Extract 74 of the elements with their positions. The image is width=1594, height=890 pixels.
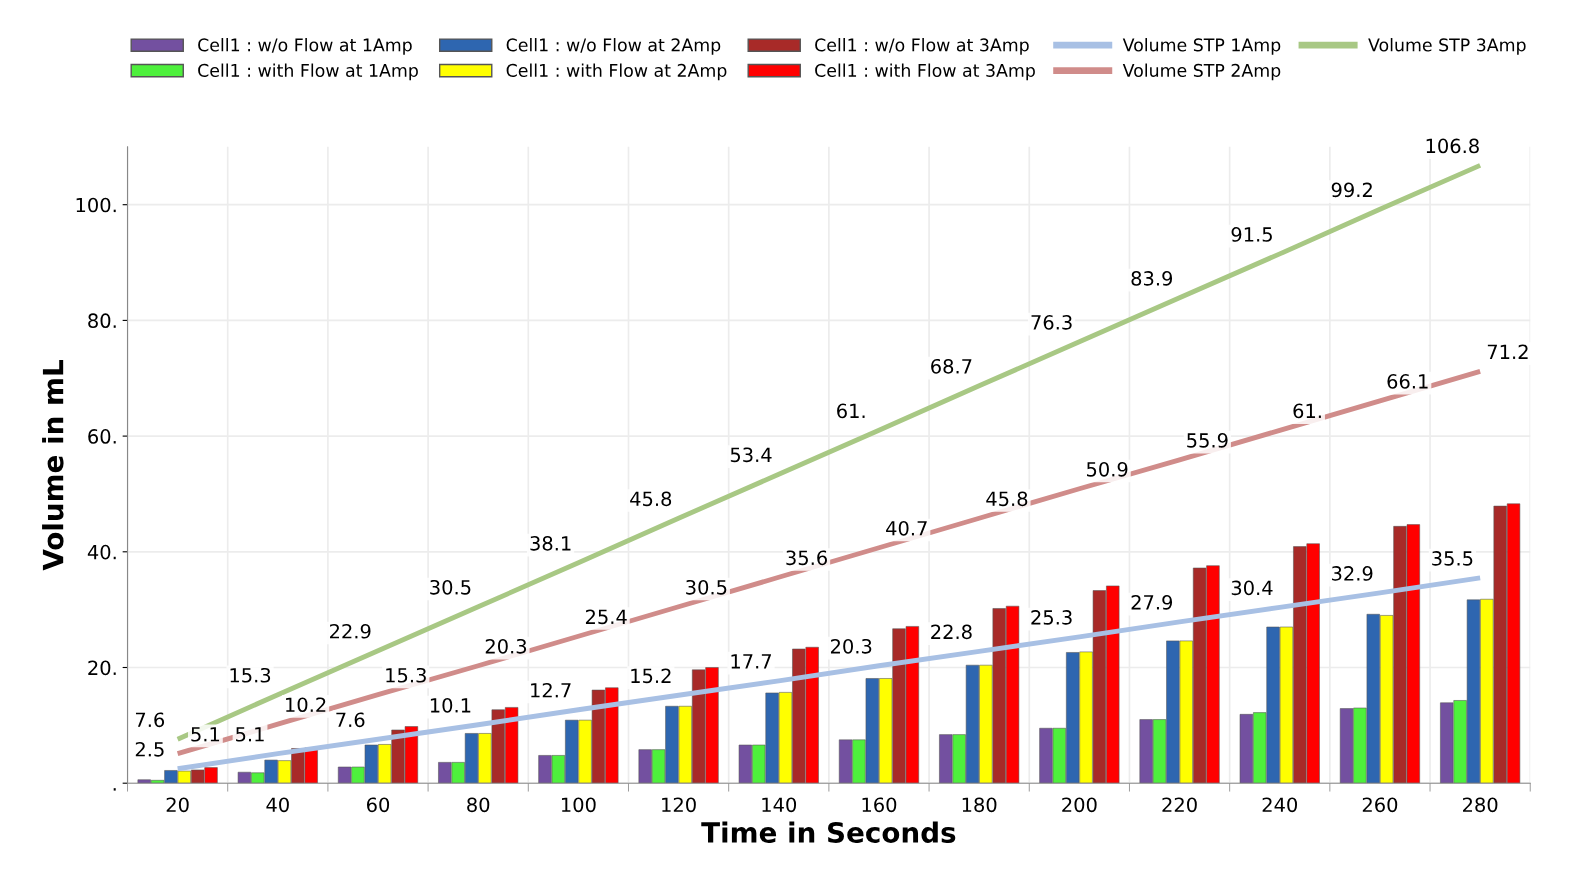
legend-label: Cell1 : with Flow at 3Amp bbox=[815, 63, 1035, 81]
data-label: 27.9 bbox=[1131, 594, 1173, 610]
x-tick-label: 220 bbox=[1162, 797, 1197, 813]
x-tick-label: 280 bbox=[1463, 797, 1498, 813]
data-label: 76.3 bbox=[1031, 315, 1072, 330]
x-tick-label: 100 bbox=[561, 797, 596, 813]
data-label: 83.9 bbox=[1131, 271, 1173, 286]
data-label: 45.8 bbox=[986, 491, 1028, 507]
legend-label: Volume STP 3Amp bbox=[1368, 38, 1526, 55]
data-label: 30.4 bbox=[1231, 580, 1273, 596]
x-tick-label: 120 bbox=[662, 797, 696, 813]
x-tick-label: 140 bbox=[762, 797, 797, 813]
data-label: 32.9 bbox=[1332, 566, 1373, 581]
data-label: 7.6 bbox=[336, 712, 365, 728]
y-tick-label: 40. bbox=[87, 544, 116, 560]
legend-label: Cell1 : w/o Flow at 2Amp bbox=[506, 38, 721, 55]
x-tick-label: 260 bbox=[1362, 797, 1398, 813]
data-label: 40.7 bbox=[886, 520, 927, 536]
data-label: 71.2 bbox=[1487, 344, 1528, 359]
x-tick-label: 180 bbox=[962, 797, 997, 813]
data-label: 20.3 bbox=[830, 638, 872, 654]
data-label: 30.5 bbox=[430, 579, 471, 595]
line-series bbox=[175, 162, 1483, 742]
y-tick-label: 60. bbox=[88, 429, 116, 444]
data-label: 99.2 bbox=[1331, 182, 1372, 198]
x-tick-label: 200 bbox=[1062, 797, 1097, 813]
data-label: 15.3 bbox=[230, 667, 271, 683]
y-tick-label: 20. bbox=[88, 660, 116, 676]
data-label: 10.2 bbox=[286, 697, 326, 713]
data-label: 45.8 bbox=[630, 491, 672, 507]
legend-label: Volume STP 1Amp bbox=[1122, 38, 1281, 55]
data-label: 106.8 bbox=[1426, 138, 1479, 154]
legend-label: Cell1 : w/o Flow at 1Amp bbox=[198, 38, 412, 55]
data-label: 38.1 bbox=[530, 535, 571, 551]
x-tick-label: 160 bbox=[862, 797, 897, 813]
data-label: 91.5 bbox=[1231, 227, 1272, 242]
x-tick-label: 20 bbox=[166, 797, 189, 813]
y-axis-title: Volume in mL bbox=[42, 360, 64, 571]
data-label: 2.5 bbox=[135, 741, 164, 757]
legend-label: Cell1 : with Flow at 2Amp bbox=[506, 63, 727, 81]
data-label: 55.9 bbox=[1187, 433, 1228, 448]
data-label: 5.1 bbox=[191, 727, 220, 742]
data-label: 15.3 bbox=[386, 667, 426, 683]
data-label: 5.1 bbox=[236, 727, 264, 742]
data-label: 53.4 bbox=[730, 447, 772, 463]
data-label: 25.4 bbox=[585, 609, 627, 625]
data-label: 12.7 bbox=[531, 682, 571, 698]
x-axis-title: Time in Seconds bbox=[701, 821, 956, 843]
data-label: 30.5 bbox=[686, 579, 727, 595]
y-tick-label: 80. bbox=[88, 313, 116, 329]
legend-label: Cell1 : w/o Flow at 3Amp bbox=[815, 38, 1029, 55]
data-label: 20.3 bbox=[485, 638, 527, 654]
data-label: 17.7 bbox=[731, 654, 771, 669]
data-label: 15.2 bbox=[631, 668, 671, 684]
y-tick-label: 100. bbox=[76, 197, 116, 213]
data-label: 50.9 bbox=[1087, 461, 1128, 477]
data-label: 22.8 bbox=[931, 624, 972, 640]
data-label: 61. bbox=[837, 403, 865, 419]
data-label: 7.6 bbox=[135, 712, 165, 728]
data-label: 35.6 bbox=[786, 550, 827, 566]
data-label: 66.1 bbox=[1387, 374, 1428, 389]
x-tick-label: 240 bbox=[1262, 797, 1298, 813]
x-tick-label: 40 bbox=[266, 797, 289, 813]
legend-label: Volume STP 2Amp bbox=[1122, 63, 1281, 81]
data-label: 68.7 bbox=[931, 358, 972, 374]
y-tick-label: . bbox=[113, 788, 116, 791]
data-label: 25.3 bbox=[1031, 610, 1072, 625]
x-tick-label: 80 bbox=[467, 797, 490, 813]
legend-label: Cell1 : with Flow at 1Amp bbox=[198, 63, 418, 81]
data-label: 22.9 bbox=[330, 623, 371, 639]
data-label: 10.1 bbox=[430, 697, 471, 713]
data-label: 35.5 bbox=[1432, 551, 1473, 566]
x-tick-label: 60 bbox=[366, 797, 390, 813]
data-label: 61. bbox=[1293, 403, 1321, 419]
